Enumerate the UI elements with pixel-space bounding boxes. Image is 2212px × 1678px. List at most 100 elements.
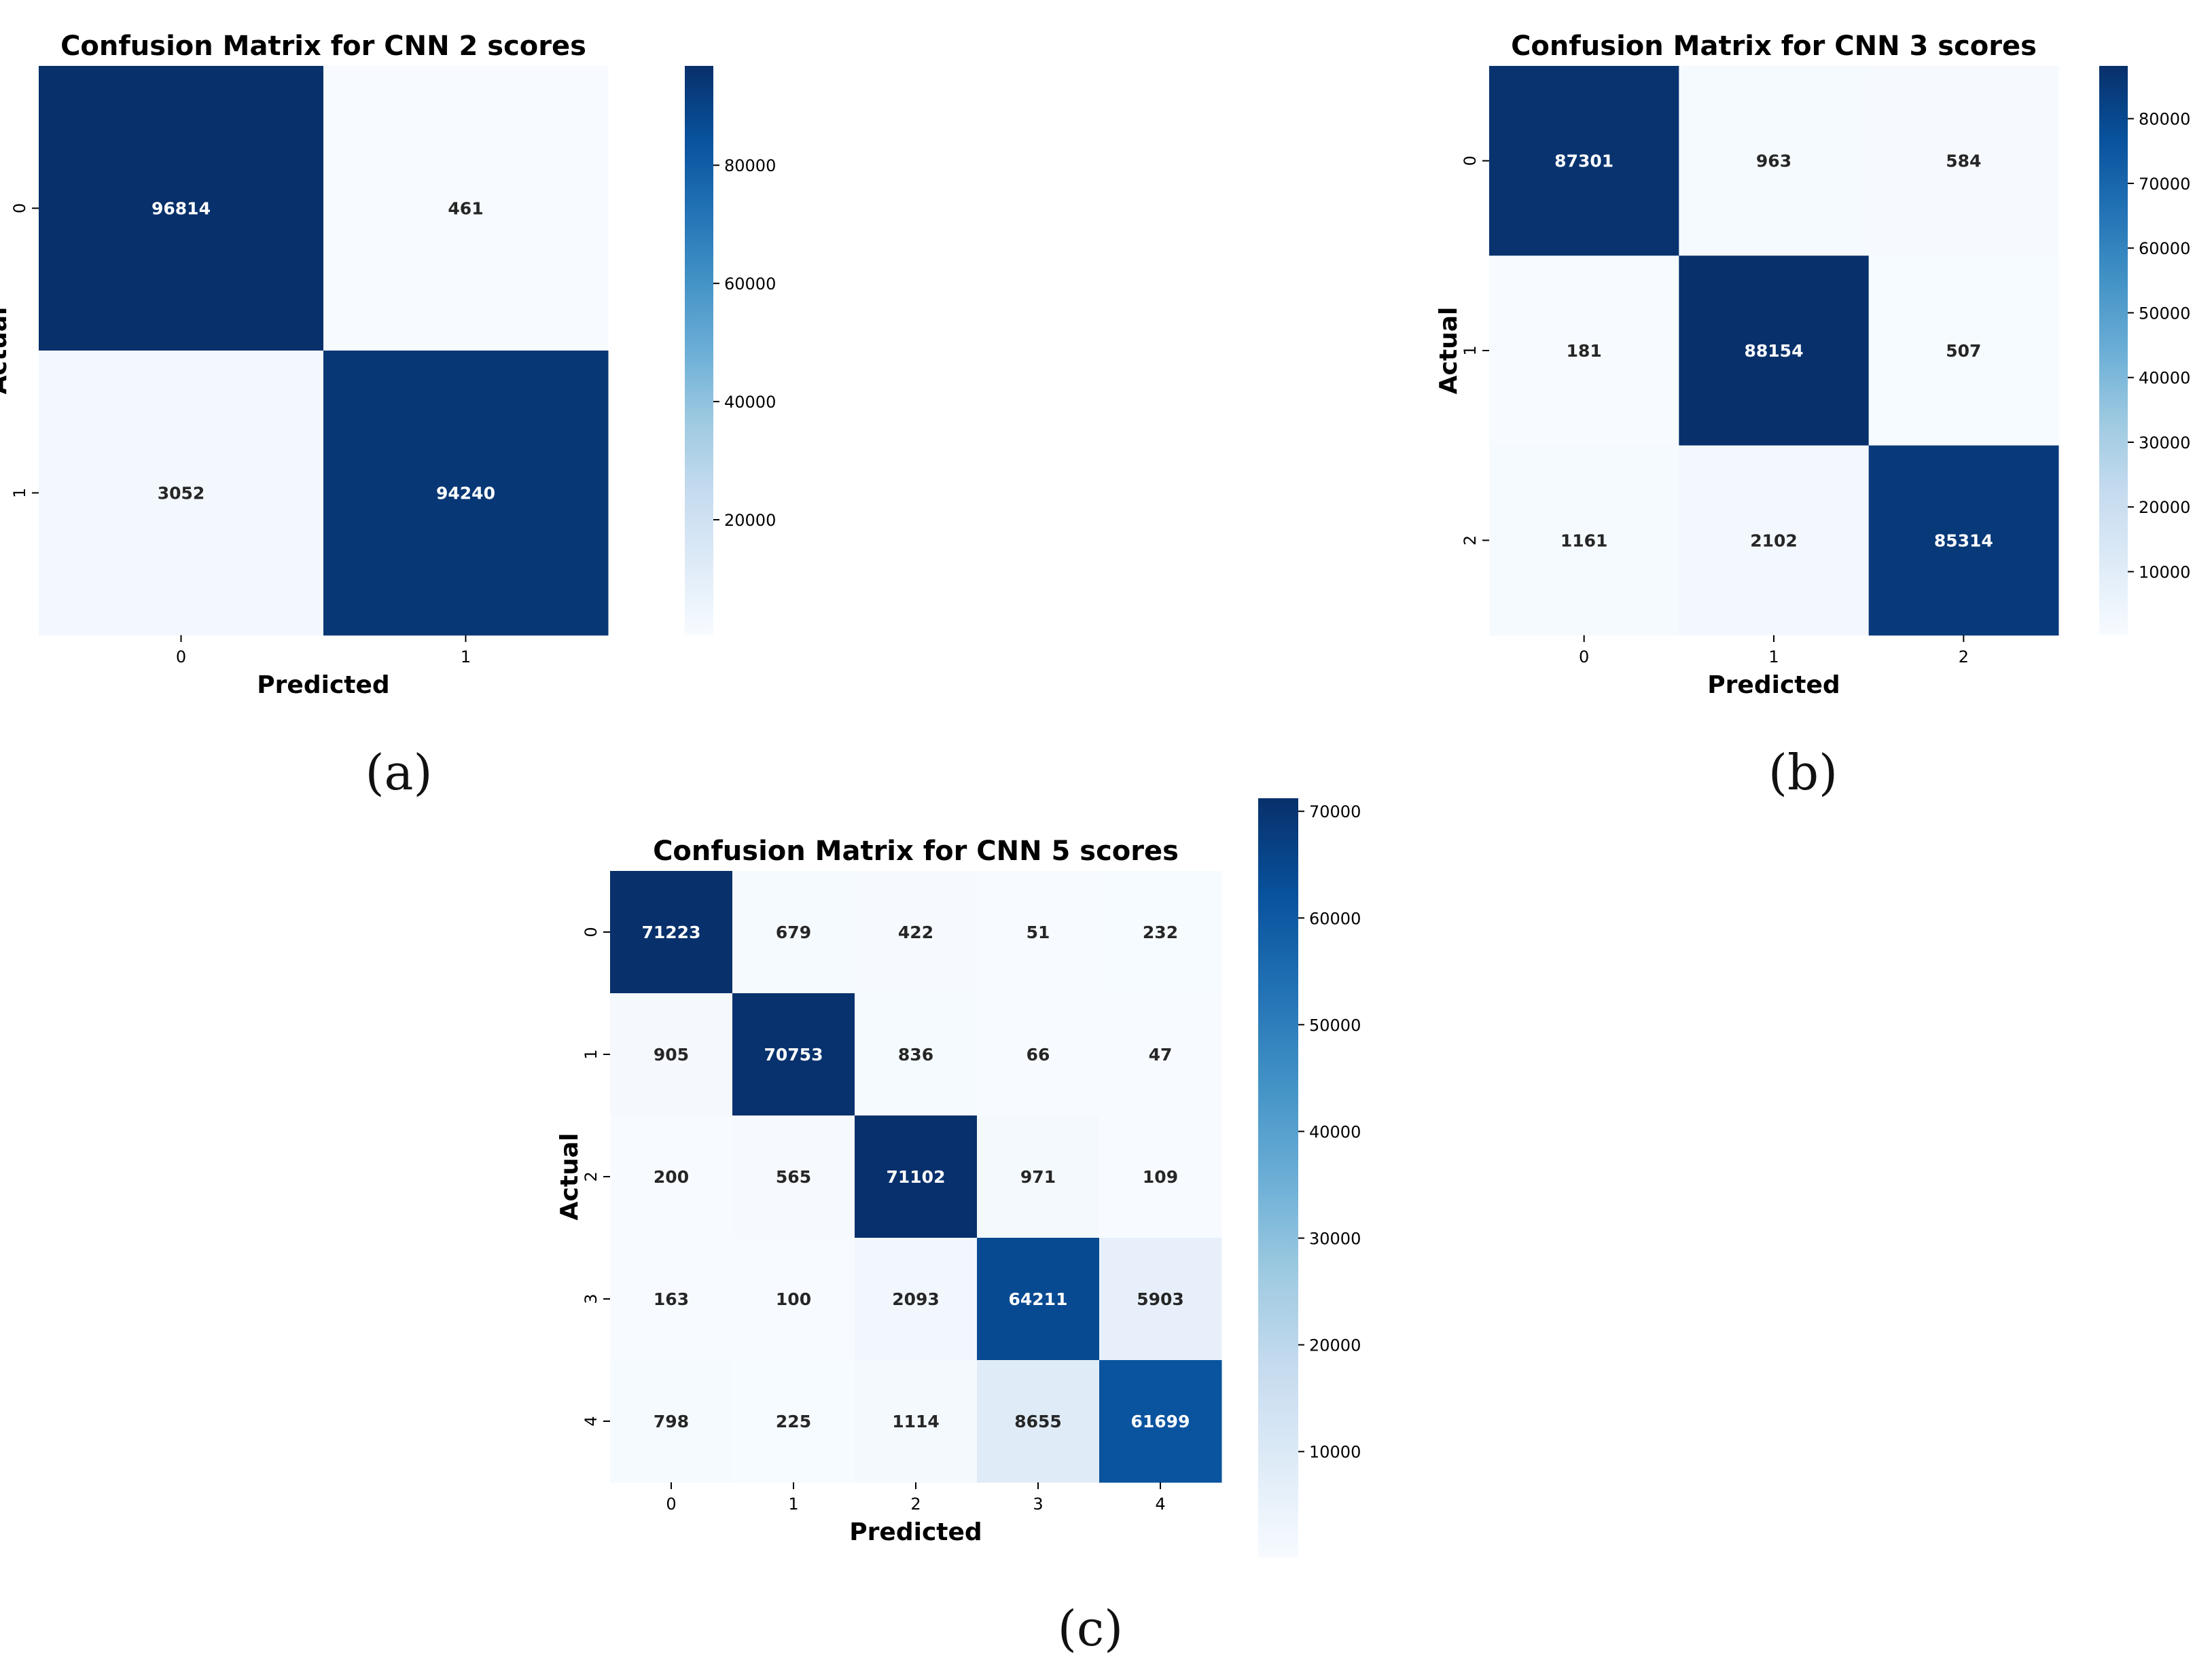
colorbar-tick-label-5: 60000 [2139, 239, 2190, 258]
cell-label-r1-c3: 66 [1027, 1045, 1050, 1065]
colorbar-tick-label-2: 30000 [2139, 433, 2190, 452]
heatmap-cell-r4-c1 [732, 1360, 855, 1483]
cell-label-r1-c1: 88154 [1745, 341, 1804, 361]
colorbar-tick-label-0: 20000 [724, 511, 776, 530]
colorbar-tick-label-3: 40000 [1309, 1122, 1361, 1141]
y-tick-label-1: 1 [582, 1049, 601, 1059]
cell-label-r3-c2: 2093 [892, 1289, 940, 1309]
heatmap-cell-r3-c1 [732, 1238, 855, 1361]
colorbar-tick-label-1: 40000 [724, 393, 776, 412]
heatmap-cell-r0-c0 [39, 66, 324, 351]
heatmap-cell-r1-c1 [732, 993, 855, 1116]
cell-label-r1-c1: 94240 [436, 484, 495, 503]
heatmap-cell-r0-c1 [1679, 66, 1870, 256]
cell-label-r0-c0: 87301 [1554, 151, 1613, 171]
heatmap-cell-r1-c0 [1489, 255, 1679, 446]
cell-label-r0-c1: 679 [776, 923, 811, 942]
cell-label-r4-c4: 61699 [1131, 1412, 1190, 1431]
cell-label-r4-c1: 225 [776, 1412, 811, 1431]
heatmap-cell-r1-c0 [39, 351, 324, 636]
cell-label-r0-c2: 584 [1946, 151, 1981, 171]
cell-label-r1-c2: 836 [898, 1045, 933, 1065]
heatmap-cell-r1-c1 [1679, 255, 1870, 446]
heatmap-cell-r2-c3 [977, 1115, 1100, 1238]
heatmap-cell-r3-c3 [977, 1238, 1100, 1361]
colorbar-tick-label-3: 40000 [2139, 369, 2190, 388]
colorbar [685, 66, 713, 635]
cell-label-r0-c1: 963 [1756, 151, 1791, 171]
cell-label-r4-c3: 8655 [1014, 1412, 1062, 1431]
x-axis-label: Predicted [1707, 671, 1840, 699]
cell-label-r1-c1: 70753 [764, 1045, 823, 1065]
chart-title: Confusion Matrix for CNN 3 scores [1511, 31, 2037, 62]
cell-label-r2-c2: 71102 [887, 1167, 946, 1187]
y-tick-label-4: 4 [582, 1416, 601, 1426]
colorbar-tick-label-2: 60000 [724, 274, 776, 293]
colorbar [1258, 798, 1298, 1558]
cell-label-r1-c2: 507 [1946, 341, 1981, 361]
cell-label-r2-c1: 565 [776, 1167, 811, 1187]
confusion-matrix-cnn5: Confusion Matrix for CNN 5 scores 71223 67… [556, 798, 1361, 1558]
heatmap-cell-r4-c2 [855, 1360, 978, 1483]
cell-label-r4-c0: 798 [654, 1412, 689, 1431]
heatmap-cell-r0-c1 [323, 66, 609, 351]
x-axis-label: Predicted [257, 671, 389, 699]
cell-label-r2-c0: 1161 [1560, 531, 1608, 550]
caption-a: (a) [365, 744, 433, 801]
colorbar-tick-label-6: 70000 [2139, 175, 2190, 194]
x-tick-label-4: 4 [1155, 1495, 1165, 1514]
cell-label-r0-c1: 461 [448, 199, 483, 219]
colorbar-tick-label-2: 30000 [1309, 1230, 1361, 1249]
cell-label-r2-c4: 109 [1143, 1167, 1178, 1187]
heatmap-cell-r2-c2 [1868, 445, 2059, 636]
colorbar-tick-label-4: 50000 [1309, 1016, 1361, 1035]
cell-label-r3-c0: 163 [654, 1289, 689, 1309]
heatmap-cell-r0-c1 [732, 871, 855, 994]
x-tick-label-0: 0 [176, 647, 186, 666]
y-tick-label-0: 0 [10, 203, 29, 213]
heatmap-cell-r2-c1 [1679, 445, 1870, 636]
y-axis-label: Actual [1435, 307, 1463, 395]
y-tick-label-1: 1 [1461, 345, 1480, 355]
x-tick-label-2: 2 [910, 1495, 921, 1514]
x-tick-label-1: 1 [1768, 647, 1779, 666]
heatmap-cell-r0-c0 [610, 871, 733, 994]
heatmap-cell-r4-c3 [977, 1360, 1100, 1483]
cell-label-r1-c0: 905 [654, 1045, 689, 1065]
cell-label-r2-c0: 200 [654, 1167, 689, 1187]
cell-label-r2-c1: 2102 [1750, 531, 1798, 550]
heatmap-cell-r3-c4 [1099, 1238, 1222, 1361]
cell-label-r4-c2: 1114 [892, 1412, 940, 1431]
x-tick-label-0: 0 [1579, 647, 1589, 666]
caption-b: (b) [1768, 744, 1838, 801]
colorbar-tick-label-4: 50000 [2139, 304, 2190, 323]
colorbar-tick-label-0: 10000 [1309, 1443, 1361, 1462]
cell-label-r2-c2: 85314 [1934, 531, 1993, 550]
heatmap-cell-r0-c2 [1868, 66, 2059, 256]
heatmap-cell-r2-c1 [732, 1115, 855, 1238]
heatmap-cell-r1-c3 [977, 993, 1100, 1116]
heatmap-cell-r3-c2 [855, 1238, 978, 1361]
confusion-matrix-cnn2: Confusion Matrix for CNN 2 scores 96814 46… [0, 31, 776, 699]
heatmap-cell-r0-c3 [977, 871, 1100, 994]
x-tick-label-2: 2 [1959, 647, 1969, 666]
heatmap-cell-r2-c0 [610, 1115, 733, 1238]
colorbar-tick-label-0: 10000 [2139, 563, 2190, 582]
heatmap-cell-r2-c4 [1099, 1115, 1222, 1238]
heatmap-cell-r1-c2 [855, 993, 978, 1116]
heatmap-cell-r1-c0 [610, 993, 733, 1116]
y-axis-label: Actual [0, 307, 12, 395]
cell-label-r3-c3: 64211 [1009, 1289, 1068, 1309]
colorbar [2099, 66, 2128, 635]
heatmap-cell-r0-c4 [1099, 871, 1222, 994]
cell-label-r0-c0: 96814 [151, 199, 211, 219]
cell-label-r3-c4: 5903 [1137, 1289, 1184, 1309]
colorbar-tick-label-1: 20000 [1309, 1336, 1361, 1355]
x-axis-label: Predicted [849, 1518, 982, 1546]
heatmap-cell-r1-c4 [1099, 993, 1222, 1116]
cell-label-r1-c4: 47 [1149, 1045, 1173, 1065]
x-tick-label-1: 1 [461, 647, 471, 666]
cell-label-r2-c3: 971 [1020, 1167, 1056, 1187]
heatmap-cell-r2-c0 [1489, 445, 1679, 636]
cell-label-r1-c0: 181 [1567, 341, 1602, 361]
